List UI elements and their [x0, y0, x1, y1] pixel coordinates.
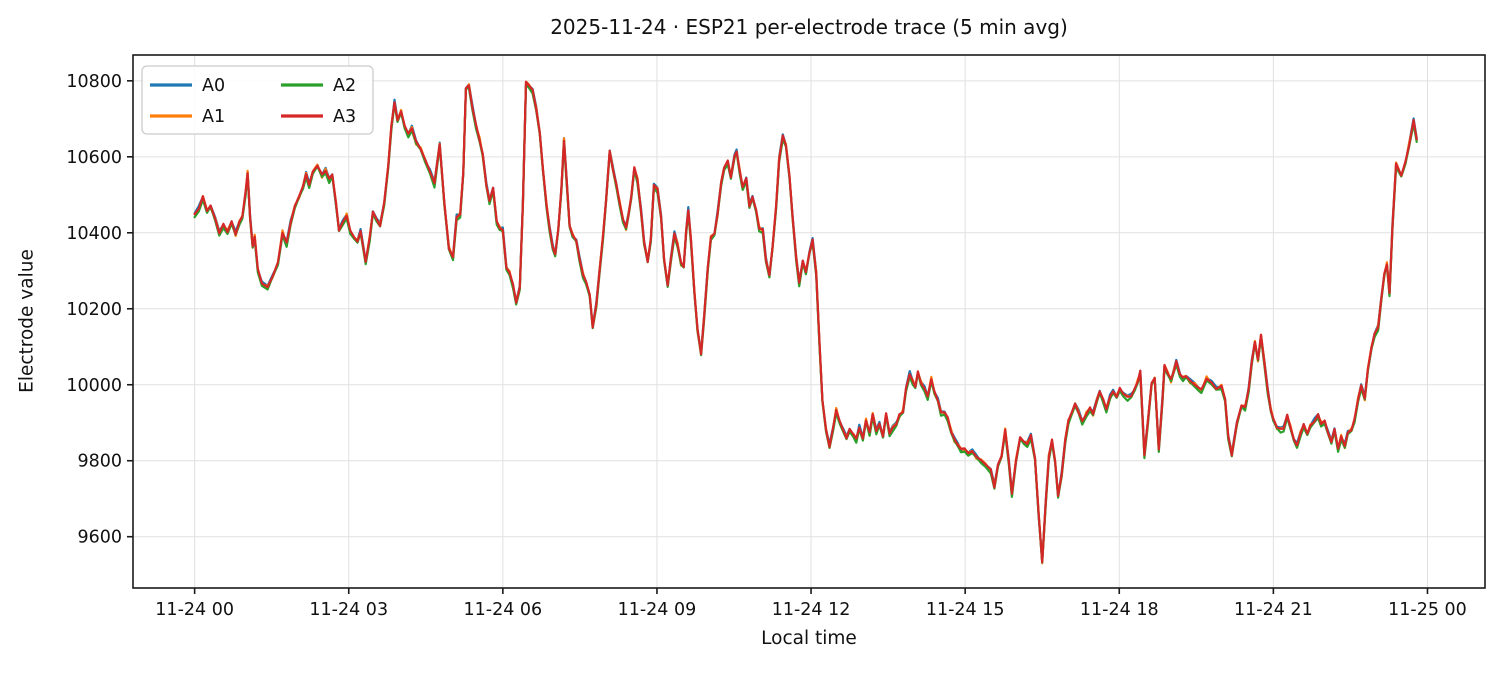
x-tick-label: 11-24 00 [155, 600, 234, 620]
series-line-A0 [193, 82, 1418, 562]
x-tick-label: 11-24 09 [618, 600, 697, 620]
y-axis-label: Electrode value [16, 249, 38, 393]
y-tick-label: 10600 [66, 148, 122, 168]
gridlines [133, 55, 1485, 588]
y-tick-label: 9800 [77, 452, 122, 472]
y-tick-label: 10800 [66, 72, 122, 92]
y-tick-label: 9600 [77, 528, 122, 548]
y-tick-label: 10000 [66, 376, 122, 396]
series-lines [193, 80, 1418, 565]
x-tick-label: 11-24 03 [309, 600, 388, 620]
plot-frame [132, 54, 1486, 589]
axis-ticks [127, 80, 1429, 594]
y-tick-label: 10400 [66, 224, 122, 244]
x-tick-label: 11-24 12 [772, 600, 851, 620]
legend-label-A0: A0 [202, 76, 225, 96]
x-tick-label: 11-24 18 [1080, 600, 1159, 620]
legend-label-A3: A3 [333, 107, 356, 127]
legend-label-A2: A2 [333, 76, 356, 96]
x-tick-label: 11-24 15 [926, 600, 1005, 620]
legend-label-A1: A1 [202, 107, 225, 127]
series-line-A3 [193, 80, 1418, 564]
x-tick-label: 11-24 06 [464, 600, 543, 620]
series-line-A1 [193, 80, 1418, 565]
y-tick-label: 10200 [66, 300, 122, 320]
x-tick-label: 11-25 00 [1388, 600, 1467, 620]
tick-labels: 11-24 00 11-24 03 11-24 06 11-24 09 11-24 12… [66, 72, 1466, 620]
chart-title: 2025-11-24 · ESP21 per-electrode trace (… [550, 15, 1068, 39]
x-tick-label: 11-24 21 [1234, 600, 1313, 620]
legend: A0 A1 A2 A3 [141, 65, 374, 135]
x-axis-label: Local time [761, 628, 857, 649]
